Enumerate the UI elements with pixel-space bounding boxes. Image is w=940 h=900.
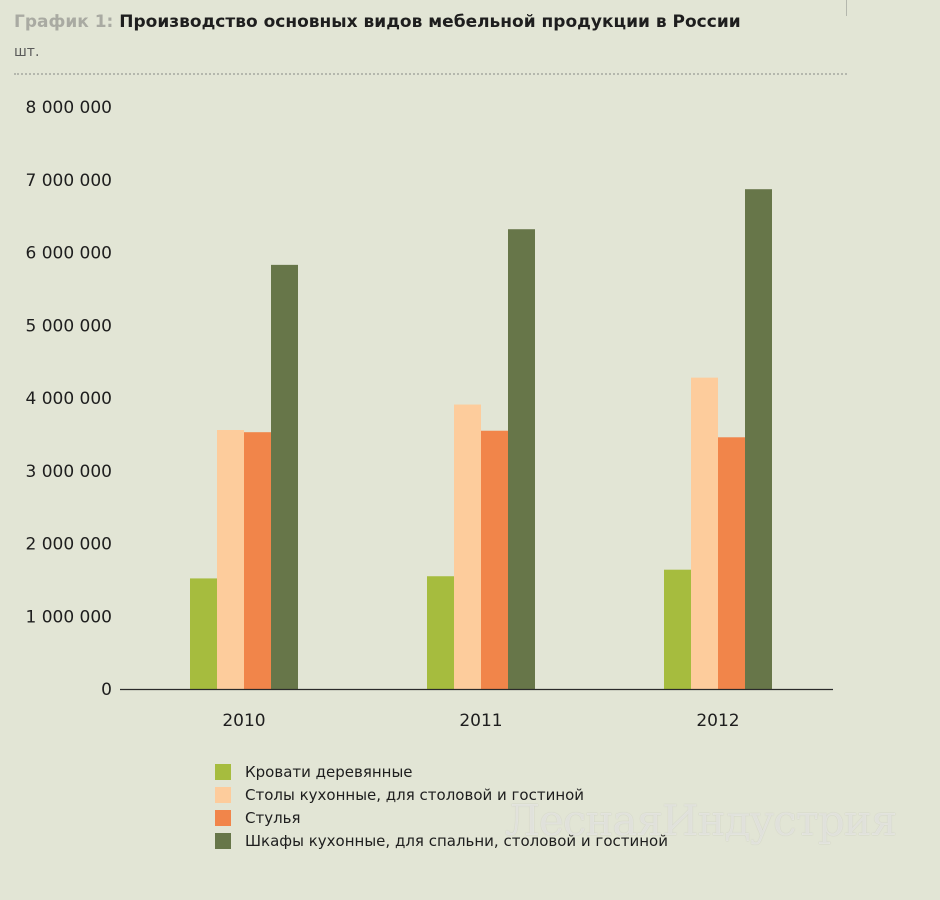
- y-tick-label: 5 000 000: [25, 316, 112, 336]
- x-category-label: 2011: [459, 711, 502, 731]
- bar-2011-series-0: [427, 576, 454, 689]
- legend-label-chairs: Стулья: [245, 808, 301, 827]
- y-tick-label: 0: [101, 680, 112, 700]
- legend: Кровати деревянные Столы кухонные, для с…: [215, 760, 668, 852]
- bar-2010-series-0: [190, 578, 217, 689]
- legend-label-tables: Столы кухонные, для столовой и гостиной: [245, 785, 585, 804]
- y-tick-label: 3 000 000: [25, 462, 112, 482]
- y-tick-label: 2 000 000: [25, 535, 112, 555]
- bar-2012-series-0: [664, 569, 691, 689]
- chart-title-prefix: График 1:: [14, 12, 114, 32]
- header-divider: [14, 73, 847, 75]
- y-tick-label: 7 000 000: [25, 171, 112, 191]
- legend-label-beds: Кровати деревянные: [245, 762, 413, 781]
- legend-item-cabinets: Шкафы кухонные, для спальни, столовой и …: [215, 829, 668, 852]
- legend-swatch-cabinets: [215, 832, 231, 849]
- units-label: шт.: [14, 44, 40, 60]
- y-tick-label: 4 000 000: [25, 389, 112, 409]
- bar-2011-series-1: [454, 404, 481, 689]
- chart-title: График 1: Производство основных видов ме…: [14, 12, 741, 32]
- y-tick-label: 1 000 000: [25, 607, 112, 627]
- bar-2011-series-2: [481, 430, 508, 689]
- bar-2010-series-1: [217, 430, 244, 689]
- legend-swatch-chairs: [215, 809, 231, 826]
- bar-2010-series-3: [271, 264, 298, 689]
- bar-2011-series-3: [508, 229, 535, 689]
- frame-edge-line: [846, 0, 847, 16]
- legend-item-tables: Столы кухонные, для столовой и гостиной: [215, 783, 668, 806]
- legend-label-cabinets: Шкафы кухонные, для спальни, столовой и …: [245, 831, 668, 850]
- bar-2012-series-2: [718, 437, 745, 689]
- legend-swatch-tables: [215, 786, 231, 803]
- chart-title-text: Производство основных видов мебельной пр…: [119, 12, 741, 32]
- legend-item-chairs: Стулья: [215, 806, 668, 829]
- x-category-label: 2010: [222, 711, 265, 731]
- bar-2012-series-1: [691, 377, 718, 689]
- y-tick-label: 8 000 000: [25, 98, 112, 118]
- bar-2012-series-3: [745, 189, 772, 689]
- legend-item-beds: Кровати деревянные: [215, 760, 668, 783]
- legend-swatch-beds: [215, 763, 231, 780]
- x-category-label: 2012: [696, 711, 739, 731]
- bar-2010-series-2: [244, 432, 271, 689]
- y-tick-label: 6 000 000: [25, 244, 112, 264]
